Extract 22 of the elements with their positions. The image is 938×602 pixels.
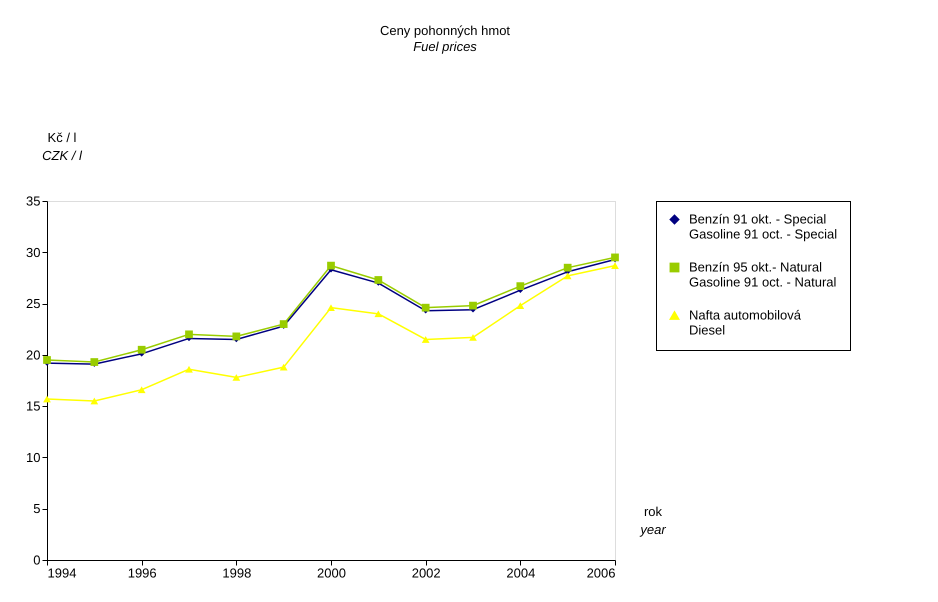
y-tick-label: 0: [33, 552, 40, 568]
y-tick-label: 30: [26, 244, 40, 260]
y-tick-label: 15: [26, 398, 40, 414]
x-axis-title: rok year: [639, 504, 666, 537]
x-tick-label: 2000: [317, 566, 346, 580]
x-tick-label: 1994: [48, 566, 76, 580]
legend-label: Benzín 95 okt.- Natural Gasoline 91 oct. - Natural: [689, 260, 837, 290]
y-tick-label: 5: [33, 501, 40, 516]
x-tick-label: 2006: [586, 566, 616, 580]
x-tick-label: 2004: [506, 566, 536, 580]
x-tick-label: 1996: [128, 566, 157, 580]
chart-title: Ceny pohonných hmot: [380, 23, 510, 38]
y-axis-title: Kč / l CZK / l: [42, 130, 83, 163]
y-tick-label: 10: [26, 450, 40, 465]
x-tick-label: 1998: [222, 566, 252, 580]
legend-label: Benzín 91 okt. - Special Gasoline 91 oct. - Special: [689, 212, 838, 242]
y-tick-label: 25: [26, 296, 40, 312]
legend-label: Nafta automobilová Diesel: [689, 308, 802, 338]
chart-subtitle: Fuel prices: [413, 39, 478, 54]
x-tick-label: 2002: [412, 566, 441, 580]
y-tick-label: 20: [26, 347, 40, 362]
y-tick-label: 35: [26, 194, 40, 208]
